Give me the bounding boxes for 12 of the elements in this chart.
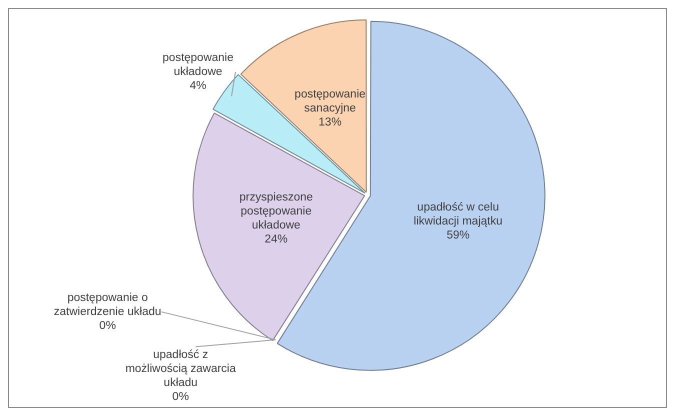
data-label: 13% [318, 116, 342, 129]
data-label: 24% [264, 234, 288, 246]
slice-label: postępowanie sanacyjne [294, 88, 366, 115]
text: 0% [172, 390, 189, 403]
data-label: 59% [446, 229, 470, 242]
category-label: upadłość z możliwością zawarcia układu [125, 348, 236, 389]
category-label: postępowanie o zatwierdzenie układu [54, 292, 162, 318]
slice-label: przyspieszone postępowanie układowe [239, 192, 313, 232]
slice-label: upadłość w celu likwidacji majątku [414, 201, 502, 228]
text: 0% [99, 320, 116, 332]
data-label: 4% [190, 80, 206, 92]
slice-label: postępowanie układowe [162, 52, 234, 78]
